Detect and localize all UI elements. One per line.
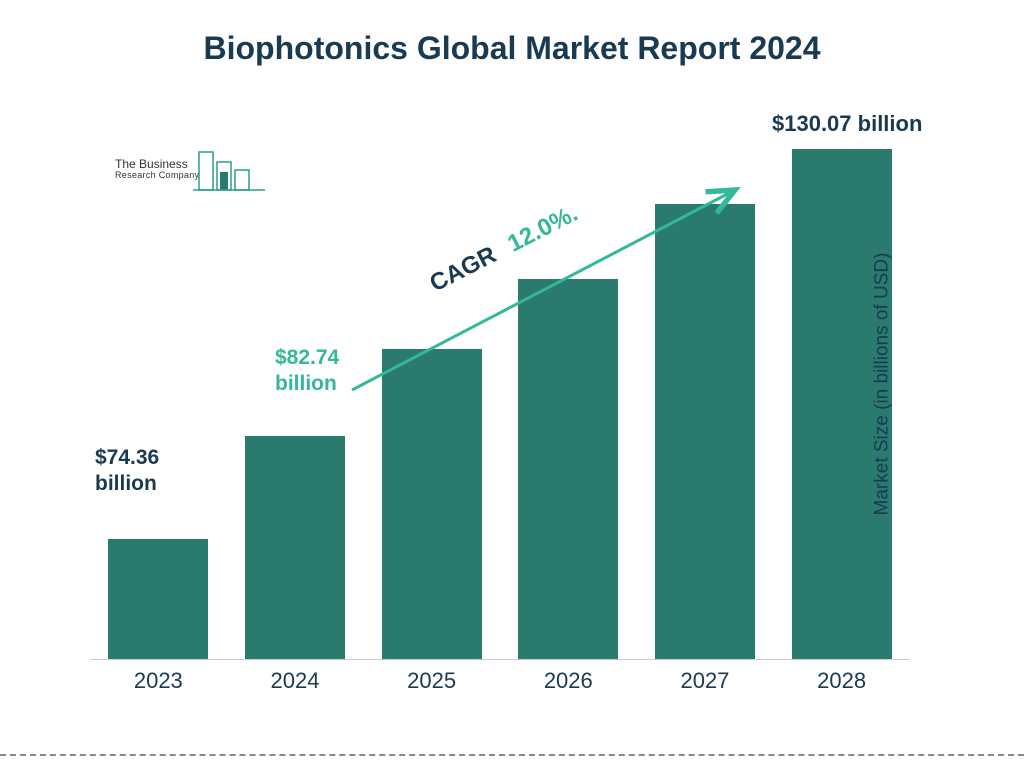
value-label: $82.74 billion — [275, 345, 405, 398]
bar — [655, 204, 755, 659]
bar-category-label: 2025 — [382, 668, 482, 694]
value-label: $74.36 billion — [95, 445, 225, 498]
bar-wrap: 2023 — [108, 539, 208, 659]
bar-category-label: 2023 — [108, 668, 208, 694]
bottom-divider — [0, 754, 1024, 756]
bars-container: 202320242025202620272028 — [90, 100, 910, 660]
bar-wrap: 2024 — [245, 436, 345, 659]
value-label: $130.07 billion — [772, 110, 992, 138]
chart-title: Biophotonics Global Market Report 2024 — [0, 30, 1024, 67]
bar — [518, 279, 618, 659]
bar — [108, 539, 208, 659]
bar-category-label: 2027 — [655, 668, 755, 694]
bar — [245, 436, 345, 659]
bar-wrap: 2026 — [518, 279, 618, 659]
bar-category-label: 2024 — [245, 668, 345, 694]
chart-area: 2023 2024 2025 2026 2027 2028 — [90, 100, 920, 700]
bar-category-label: 2026 — [518, 668, 618, 694]
y-axis-label: Market Size (in billions of USD) — [872, 253, 894, 516]
bar-category-label: 2028 — [792, 668, 892, 694]
bar-wrap: 2027 — [655, 204, 755, 659]
